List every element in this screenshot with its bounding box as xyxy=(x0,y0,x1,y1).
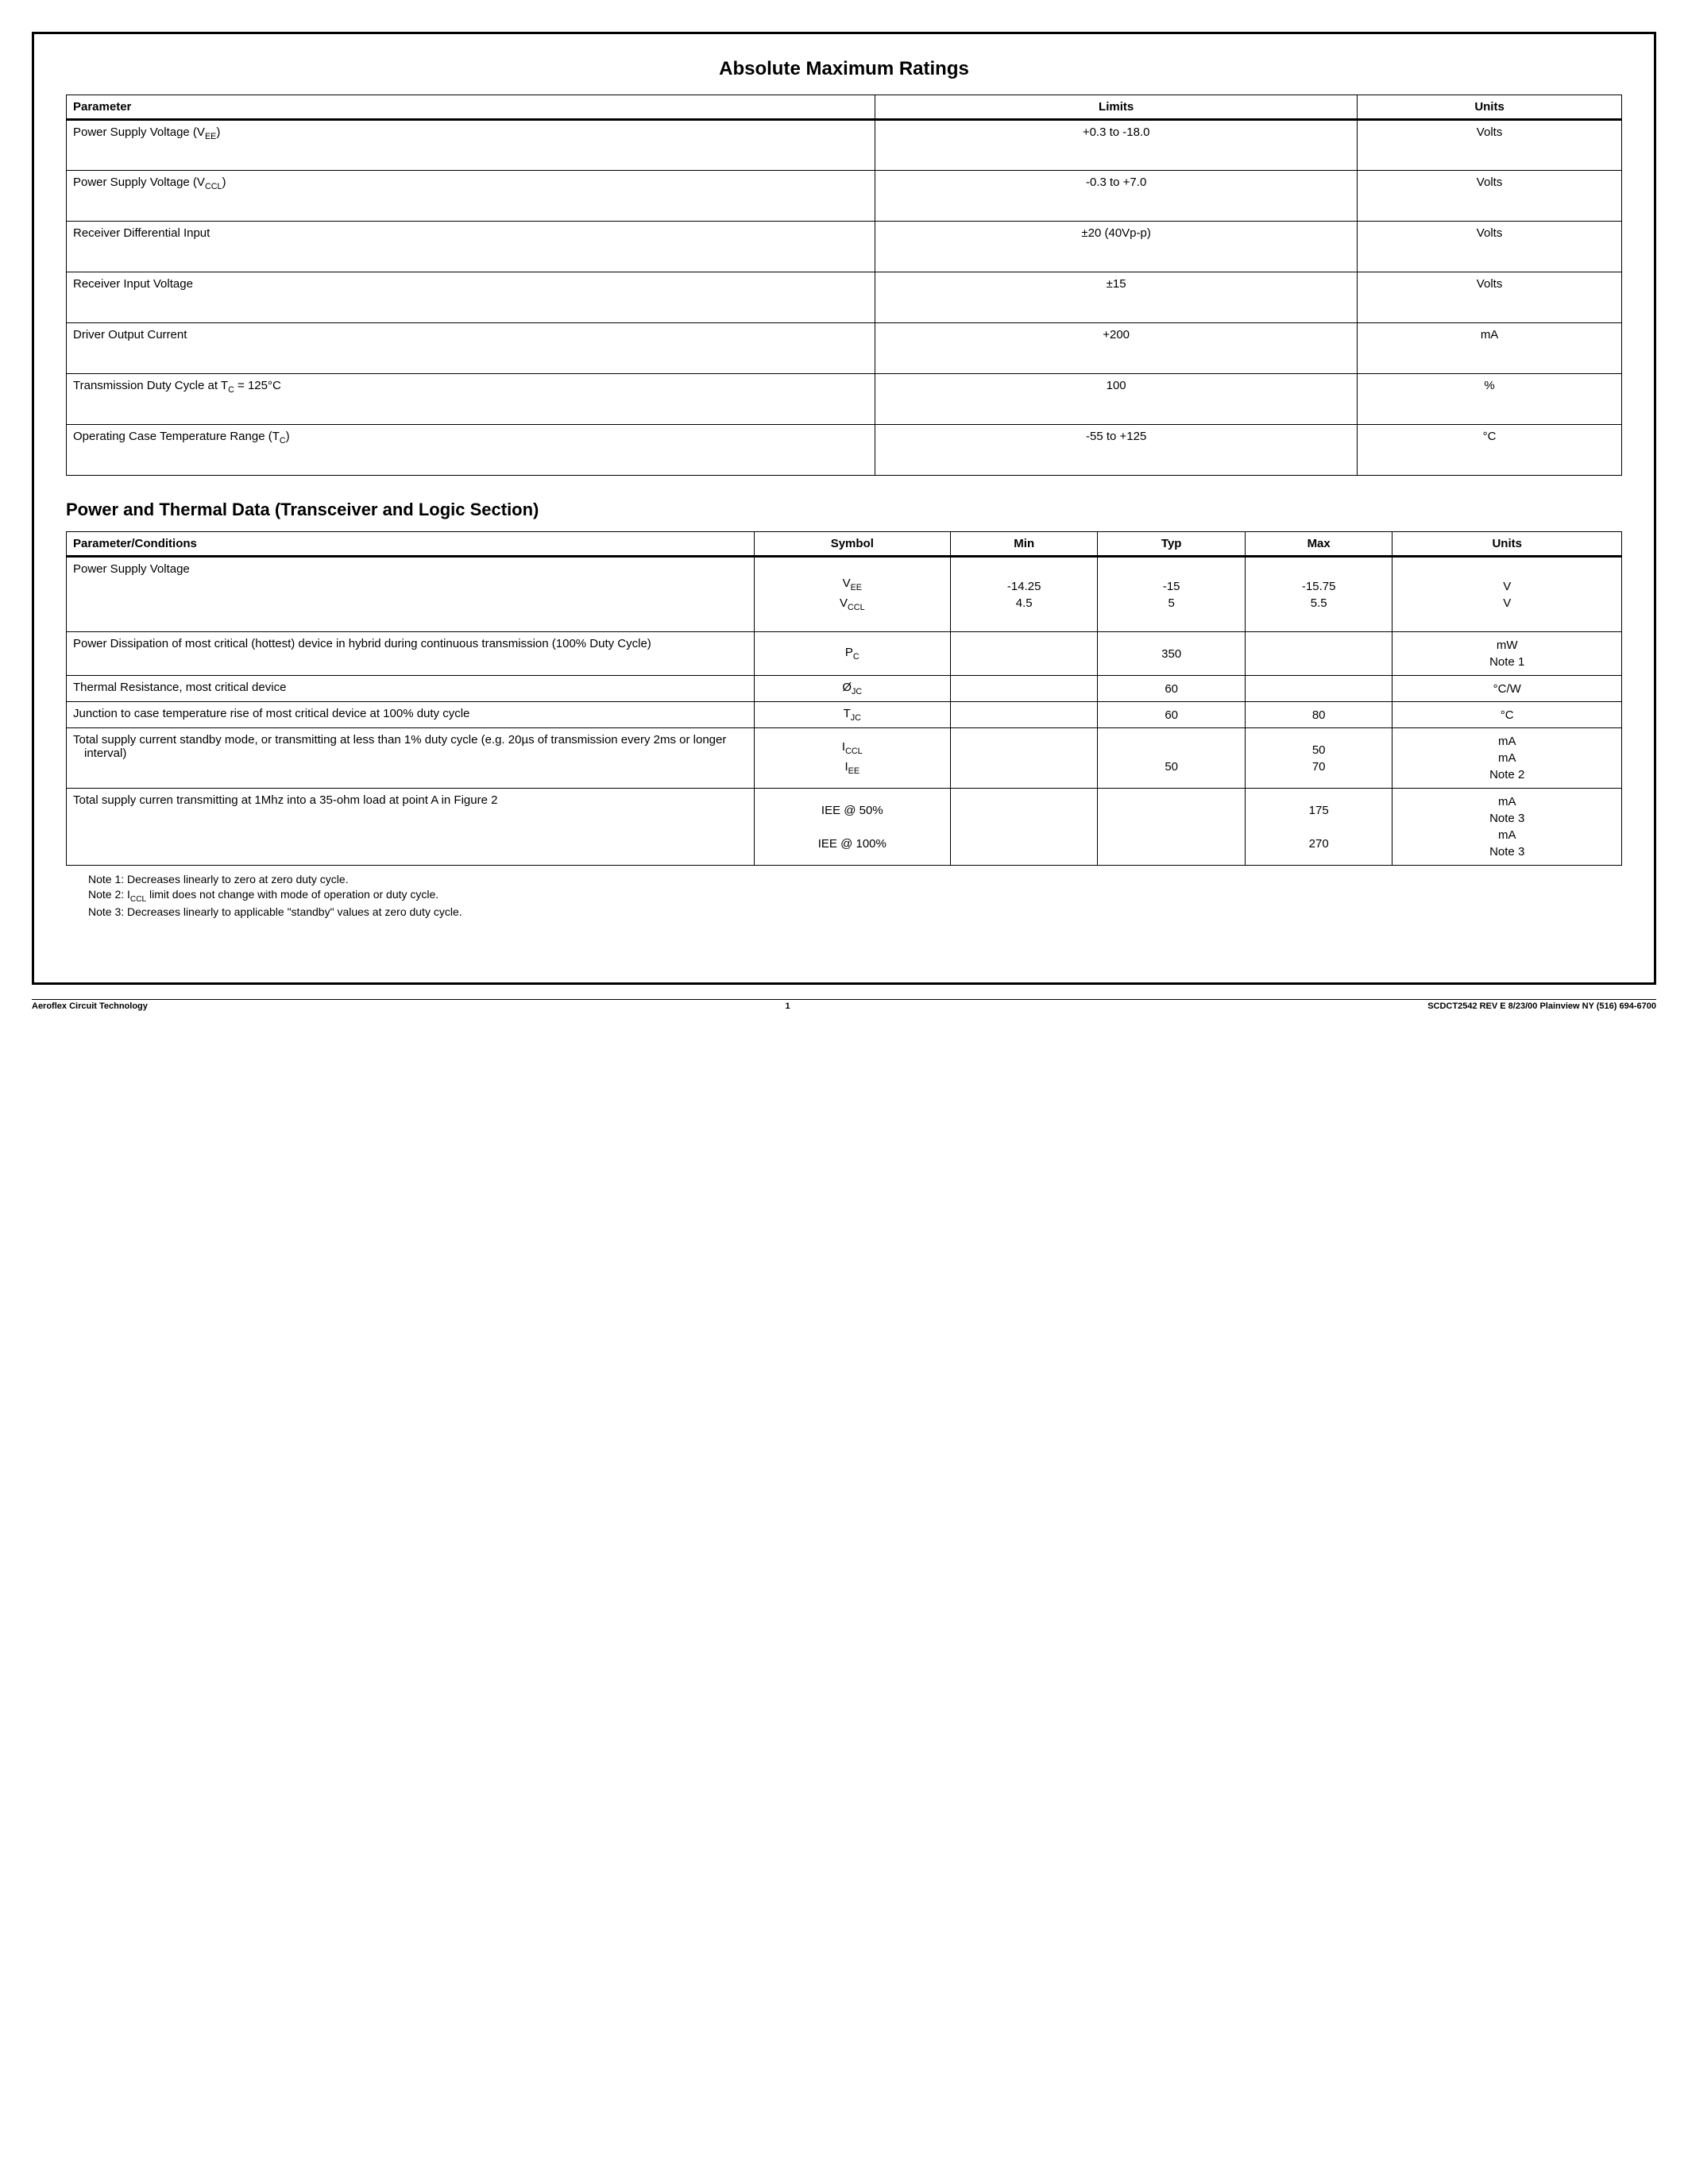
cell-max xyxy=(1245,676,1392,702)
cell-param: Power Dissipation of most critical (hott… xyxy=(67,632,755,676)
table-row: Driver Output Current+200mA xyxy=(67,323,1622,374)
cell-min xyxy=(950,789,1097,866)
col-parameter-conditions: Parameter/Conditions xyxy=(67,532,755,557)
cell-min xyxy=(950,728,1097,789)
page-frame: Absolute Maximum Ratings Parameter Limit… xyxy=(32,32,1656,985)
col-units: Units xyxy=(1393,532,1622,557)
col-max: Max xyxy=(1245,532,1392,557)
col-symbol: Symbol xyxy=(754,532,950,557)
table-row: Receiver Input Voltage±15Volts xyxy=(67,272,1622,323)
cell-units: mA xyxy=(1358,323,1622,374)
cell-symbol: VEE VCCL xyxy=(754,557,950,632)
cell-typ: 60 xyxy=(1098,676,1245,702)
cell-max: 175 270 xyxy=(1245,789,1392,866)
cell-max: 5070 xyxy=(1245,728,1392,789)
table-row: Junction to case temperature rise of mos… xyxy=(67,702,1622,728)
col-typ: Typ xyxy=(1098,532,1245,557)
cell-typ: 350 xyxy=(1098,632,1245,676)
table-row: Operating Case Temperature Range (TC)-55… xyxy=(67,425,1622,476)
cell-symbol: IEE @ 50% IEE @ 100% xyxy=(754,789,950,866)
cell-param: Operating Case Temperature Range (TC) xyxy=(67,425,875,476)
col-min: Min xyxy=(950,532,1097,557)
cell-limits: -0.3 to +7.0 xyxy=(875,171,1358,222)
cell-units: Volts xyxy=(1358,222,1622,272)
col-limits: Limits xyxy=(875,95,1358,120)
cell-units: Volts xyxy=(1358,272,1622,323)
cell-units: VV xyxy=(1393,557,1622,632)
col-units: Units xyxy=(1358,95,1622,120)
footer-left: Aeroflex Circuit Technology xyxy=(32,1001,148,1011)
cell-param: Total supply current standby mode, or tr… xyxy=(67,728,755,789)
cell-units: % xyxy=(1358,374,1622,425)
table-row: Power Dissipation of most critical (hott… xyxy=(67,632,1622,676)
table-row: Total supply current standby mode, or tr… xyxy=(67,728,1622,789)
section-title-power-thermal: Power and Thermal Data (Transceiver and … xyxy=(66,500,1622,520)
col-parameter: Parameter xyxy=(67,95,875,120)
cell-units: mWNote 1 xyxy=(1393,632,1622,676)
cell-param: Transmission Duty Cycle at TC = 125°C xyxy=(67,374,875,425)
cell-typ: 60 xyxy=(1098,702,1245,728)
cell-param: Driver Output Current xyxy=(67,323,875,374)
section-title-absolute-max: Absolute Maximum Ratings xyxy=(66,58,1622,80)
note-3: Note 3: Decreases linearly to applicable… xyxy=(88,905,1622,920)
cell-param: Total supply curren transmitting at 1Mhz… xyxy=(67,789,755,866)
note-1: Note 1: Decreases linearly to zero at ze… xyxy=(88,872,1622,887)
table-power-thermal: Parameter/Conditions Symbol Min Typ Max … xyxy=(66,531,1622,866)
table-row: Transmission Duty Cycle at TC = 125°C100… xyxy=(67,374,1622,425)
cell-units: mAmANote 2 xyxy=(1393,728,1622,789)
cell-min xyxy=(950,632,1097,676)
note-2: Note 2: ICCL limit does not change with … xyxy=(88,887,1622,905)
table-row: Receiver Differential Input±20 (40Vp-p)V… xyxy=(67,222,1622,272)
table-row: Power Supply Voltage (VEE)+0.3 to -18.0V… xyxy=(67,120,1622,171)
cell-typ: -155 xyxy=(1098,557,1245,632)
cell-max xyxy=(1245,632,1392,676)
cell-param: Receiver Input Voltage xyxy=(67,272,875,323)
cell-min: -14.254.5 xyxy=(950,557,1097,632)
cell-typ xyxy=(1098,789,1245,866)
cell-units: °C xyxy=(1358,425,1622,476)
cell-symbol: ICCL IEE xyxy=(754,728,950,789)
cell-min xyxy=(950,702,1097,728)
cell-symbol: TJC xyxy=(754,702,950,728)
notes-block: Note 1: Decreases linearly to zero at ze… xyxy=(88,872,1622,920)
cell-max: 80 xyxy=(1245,702,1392,728)
cell-units: °C xyxy=(1393,702,1622,728)
cell-limits: +200 xyxy=(875,323,1358,374)
table-row: Total supply curren transmitting at 1Mhz… xyxy=(67,789,1622,866)
table-row: Thermal Resistance, most critical device… xyxy=(67,676,1622,702)
cell-typ: 50 xyxy=(1098,728,1245,789)
table-row: Power Supply Voltage (VCCL)-0.3 to +7.0V… xyxy=(67,171,1622,222)
cell-param: Thermal Resistance, most critical device xyxy=(67,676,755,702)
page-footer: Aeroflex Circuit Technology 1 SCDCT2542 … xyxy=(32,999,1656,1011)
table-row: Power Supply Voltage VEE VCCL -14.254.5 … xyxy=(67,557,1622,632)
cell-param: Power Supply Voltage (VCCL) xyxy=(67,171,875,222)
cell-param: Receiver Differential Input xyxy=(67,222,875,272)
cell-limits: -55 to +125 xyxy=(875,425,1358,476)
cell-limits: +0.3 to -18.0 xyxy=(875,120,1358,171)
cell-symbol: ØJC xyxy=(754,676,950,702)
cell-units: mANote 3mANote 3 xyxy=(1393,789,1622,866)
cell-limits: ±20 (40Vp-p) xyxy=(875,222,1358,272)
cell-min xyxy=(950,676,1097,702)
cell-param: Junction to case temperature rise of mos… xyxy=(67,702,755,728)
footer-right: SCDCT2542 REV E 8/23/00 Plainview NY (51… xyxy=(1427,1001,1656,1011)
cell-param: Power Supply Voltage xyxy=(67,557,755,632)
cell-symbol: PC xyxy=(754,632,950,676)
table-absolute-max: Parameter Limits Units Power Supply Volt… xyxy=(66,95,1622,476)
cell-limits: ±15 xyxy=(875,272,1358,323)
cell-units: Volts xyxy=(1358,171,1622,222)
cell-units: Volts xyxy=(1358,120,1622,171)
cell-limits: 100 xyxy=(875,374,1358,425)
cell-units: °C/W xyxy=(1393,676,1622,702)
cell-max: -15.755.5 xyxy=(1245,557,1392,632)
footer-page-number: 1 xyxy=(148,1001,1427,1011)
cell-param: Power Supply Voltage (VEE) xyxy=(67,120,875,171)
